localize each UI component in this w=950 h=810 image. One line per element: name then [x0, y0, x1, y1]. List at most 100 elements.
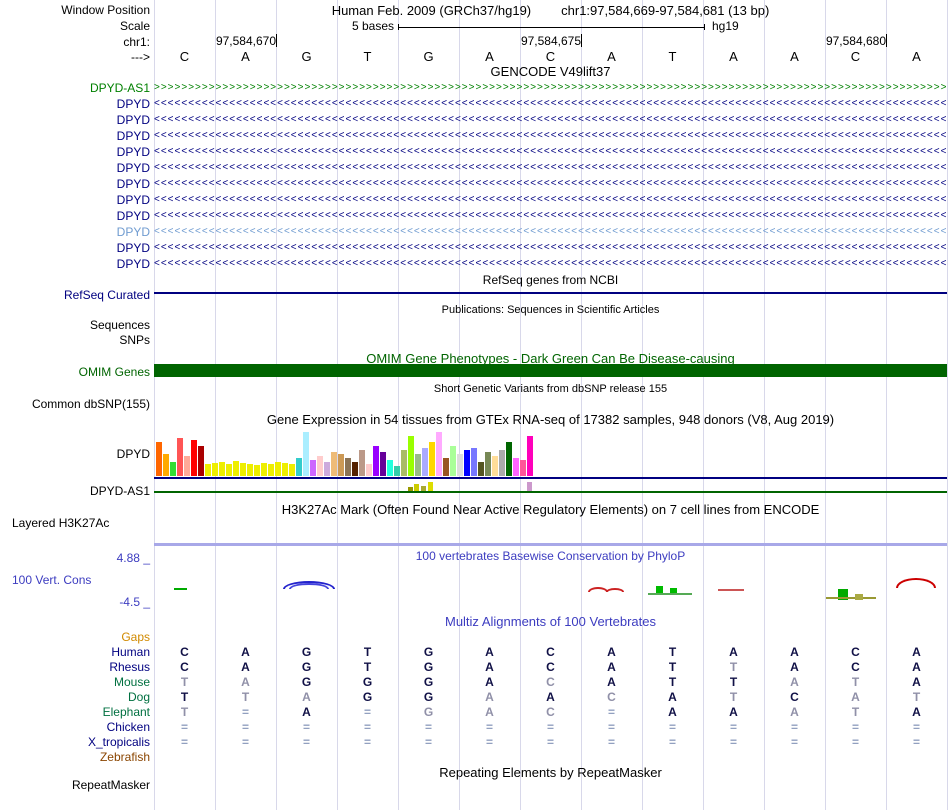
gtex-as1-bar[interactable]: [408, 487, 413, 491]
gene-label[interactable]: DPYD: [116, 257, 150, 271]
track-label[interactable]: chr1:: [123, 35, 150, 49]
track-label[interactable]: RepeatMasker: [71, 778, 150, 792]
conservation-mark[interactable]: [606, 588, 624, 592]
track-label[interactable]: Sequences: [89, 318, 150, 332]
gtex-expression-bar[interactable]: [261, 463, 267, 476]
gtex-expression-bar[interactable]: [436, 432, 442, 476]
gene-model-row[interactable]: <<<<<<<<<<<<<<<<<<<<<<<<<<<<<<<<<<<<<<<<…: [154, 226, 947, 237]
species-label[interactable]: Mouse: [113, 675, 150, 689]
omim-genes-bar[interactable]: [154, 364, 947, 377]
gene-model-row[interactable]: <<<<<<<<<<<<<<<<<<<<<<<<<<<<<<<<<<<<<<<<…: [154, 210, 947, 221]
gene-label[interactable]: DPYD: [116, 113, 150, 127]
conservation-mark[interactable]: [648, 593, 692, 595]
conservation-mark[interactable]: [670, 588, 677, 594]
gtex-expression-bar[interactable]: [212, 463, 218, 476]
gtex-expression-bar[interactable]: [394, 466, 400, 476]
gtex-expression-bar[interactable]: [352, 462, 358, 476]
track-label[interactable]: -4.5 _: [119, 595, 150, 609]
conservation-mark[interactable]: [289, 583, 329, 589]
conservation-mark[interactable]: [838, 589, 848, 600]
gene-label[interactable]: DPYD: [116, 145, 150, 159]
gtex-expression-bar[interactable]: [324, 462, 330, 476]
gene-model-row[interactable]: <<<<<<<<<<<<<<<<<<<<<<<<<<<<<<<<<<<<<<<<…: [154, 146, 947, 157]
ruler-tick[interactable]: 97,584,670: [188, 34, 277, 48]
gtex-expression-bar[interactable]: [464, 450, 470, 476]
conservation-mark[interactable]: [656, 586, 663, 594]
gene-label[interactable]: DPYD: [116, 129, 150, 143]
gtex-expression-bar[interactable]: [177, 438, 183, 476]
gene-model-row[interactable]: <<<<<<<<<<<<<<<<<<<<<<<<<<<<<<<<<<<<<<<<…: [154, 114, 947, 125]
gtex-expression-bar[interactable]: [254, 465, 260, 476]
track-label[interactable]: OMIM Genes: [78, 365, 150, 379]
gtex-expression-bar[interactable]: [296, 458, 302, 476]
track-label[interactable]: 4.88 _: [116, 551, 150, 565]
gene-label[interactable]: DPYD: [116, 161, 150, 175]
gtex-expression-bar[interactable]: [513, 458, 519, 476]
gtex-expression-bar[interactable]: [401, 450, 407, 476]
gtex-expression-bar[interactable]: [156, 442, 162, 476]
track-label[interactable]: DPYD: [116, 447, 150, 461]
gene-label[interactable]: DPYD: [116, 97, 150, 111]
gene-label[interactable]: DPYD-AS1: [89, 81, 150, 95]
track-label[interactable]: 100 Vert. Cons: [12, 573, 92, 587]
gtex-expression-bar[interactable]: [485, 452, 491, 476]
gtex-expression-bar[interactable]: [450, 446, 456, 476]
gtex-as1-bar[interactable]: [428, 482, 433, 491]
gtex-expression-bar[interactable]: [184, 456, 190, 476]
gtex-as1-bar[interactable]: [414, 484, 419, 491]
species-label[interactable]: Chicken: [106, 720, 150, 734]
gtex-expression-bar[interactable]: [219, 462, 225, 476]
ruler-tick[interactable]: 97,584,680: [798, 34, 887, 48]
gtex-expression-bar[interactable]: [310, 460, 316, 476]
gene-model-row[interactable]: >>>>>>>>>>>>>>>>>>>>>>>>>>>>>>>>>>>>>>>>…: [154, 82, 947, 93]
track-label[interactable]: SNPs: [119, 333, 150, 347]
conservation-mark[interactable]: [718, 589, 744, 591]
gtex-expression-bar[interactable]: [366, 464, 372, 476]
gtex-expression-bar[interactable]: [457, 454, 463, 476]
gtex-expression-bar[interactable]: [422, 448, 428, 476]
species-label[interactable]: X_tropicalis: [87, 735, 150, 749]
gtex-expression-bar[interactable]: [226, 464, 232, 476]
gtex-expression-bar[interactable]: [303, 432, 309, 476]
gtex-expression-bar[interactable]: [191, 440, 197, 476]
gene-label[interactable]: DPYD: [116, 177, 150, 191]
gene-model-row[interactable]: <<<<<<<<<<<<<<<<<<<<<<<<<<<<<<<<<<<<<<<<…: [154, 162, 947, 173]
track-label[interactable]: Scale: [119, 19, 150, 33]
conservation-mark[interactable]: [826, 597, 876, 599]
gtex-expression-bar[interactable]: [373, 446, 379, 476]
species-label[interactable]: Rhesus: [109, 660, 150, 674]
species-label[interactable]: Elephant: [102, 705, 150, 719]
gtex-as1-bar[interactable]: [421, 486, 426, 491]
gtex-expression-bar[interactable]: [478, 462, 484, 476]
h3k27ac-signal-line[interactable]: [154, 543, 947, 546]
gtex-dpydas1-gene-line[interactable]: [154, 491, 947, 493]
gtex-expression-bar[interactable]: [492, 456, 498, 476]
gene-model-row[interactable]: <<<<<<<<<<<<<<<<<<<<<<<<<<<<<<<<<<<<<<<<…: [154, 258, 947, 269]
gtex-expression-bar[interactable]: [471, 448, 477, 476]
gtex-expression-bar[interactable]: [506, 442, 512, 476]
gtex-expression-bar[interactable]: [268, 464, 274, 476]
gtex-expression-bar[interactable]: [233, 461, 239, 476]
gtex-expression-bar[interactable]: [198, 446, 204, 476]
track-label[interactable]: --->: [131, 50, 150, 64]
gtex-dpyd-gene-line[interactable]: [154, 477, 947, 479]
gtex-expression-bar[interactable]: [408, 436, 414, 476]
gene-label[interactable]: DPYD: [116, 241, 150, 255]
gtex-expression-bar[interactable]: [415, 454, 421, 476]
gtex-expression-bar[interactable]: [289, 464, 295, 476]
track-label[interactable]: DPYD-AS1: [89, 484, 150, 498]
gtex-expression-bar[interactable]: [163, 454, 169, 476]
gtex-expression-bar[interactable]: [282, 463, 288, 476]
gtex-expression-bar[interactable]: [275, 462, 281, 476]
gene-label[interactable]: DPYD: [116, 209, 150, 223]
gene-model-row[interactable]: <<<<<<<<<<<<<<<<<<<<<<<<<<<<<<<<<<<<<<<<…: [154, 98, 947, 109]
track-label[interactable]: Common dbSNP(155): [31, 397, 150, 411]
track-label[interactable]: Window Position: [61, 3, 150, 17]
gtex-expression-bar[interactable]: [240, 463, 246, 476]
gtex-expression-bar[interactable]: [443, 458, 449, 476]
species-label[interactable]: Zebrafish: [99, 750, 150, 764]
gtex-expression-bar[interactable]: [317, 456, 323, 476]
gtex-expression-bar[interactable]: [345, 458, 351, 476]
species-label[interactable]: Gaps: [121, 630, 150, 644]
species-label[interactable]: Dog: [127, 690, 150, 704]
